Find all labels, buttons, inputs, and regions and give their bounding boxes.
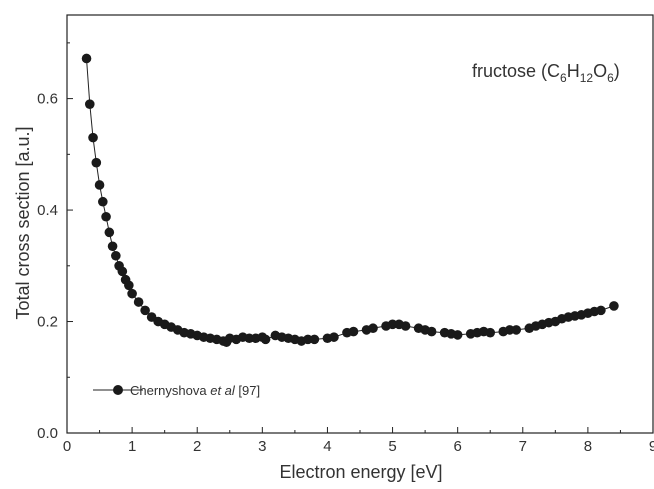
x-tick-label: 1 [128,438,136,455]
data-point [81,53,92,64]
data-point [368,323,378,334]
data-point [329,332,339,342]
x-tick-label: 7 [519,438,527,455]
data-point [260,334,271,345]
y-tick-label: 0.0 [37,425,58,442]
y-tick-label: 0.6 [37,91,58,108]
x-tick-label: 4 [323,438,331,455]
data-point [309,334,320,345]
data-point [133,297,144,307]
y-tick-label: 0.4 [37,202,58,219]
data-point [452,330,463,340]
data-point [104,227,115,238]
data-point [426,326,437,337]
series-layer [81,53,619,347]
legend: Chernyshova et al [97] [93,383,260,398]
data-point [140,305,150,316]
x-axis-title: Electron energy [eV] [279,462,442,482]
data-point [98,196,108,207]
data-point [609,301,619,311]
annotation-fructose: fructose (C6H12O6) [472,61,620,85]
series-line [86,58,615,343]
x-tick-label: 6 [453,438,461,455]
x-tick-label: 9 [649,438,654,455]
x-tick-label: 3 [258,438,266,455]
data-point [124,280,134,291]
data-point [94,180,105,190]
legend-label: Chernyshova et al [97] [130,383,260,398]
y-tick-label: 0.2 [37,314,58,331]
data-point [111,250,121,261]
y-axis-title: Total cross section [a.u.] [13,126,33,319]
x-tick-label: 5 [388,438,396,455]
plot-frame [66,14,654,434]
x-tick-label: 8 [584,438,592,455]
data-point [348,326,359,337]
data-point [91,157,102,168]
data-point [511,325,522,335]
data-point [101,211,111,222]
data-point [127,288,137,299]
data-point [107,241,118,252]
legend-marker [113,385,123,395]
x-tick-label: 0 [63,438,71,455]
data-point [485,327,496,338]
data-point [596,305,606,316]
x-tick-label: 2 [193,438,201,455]
data-point [88,132,98,143]
data-point [84,99,95,109]
data-point [400,321,411,331]
data-point [117,266,128,277]
